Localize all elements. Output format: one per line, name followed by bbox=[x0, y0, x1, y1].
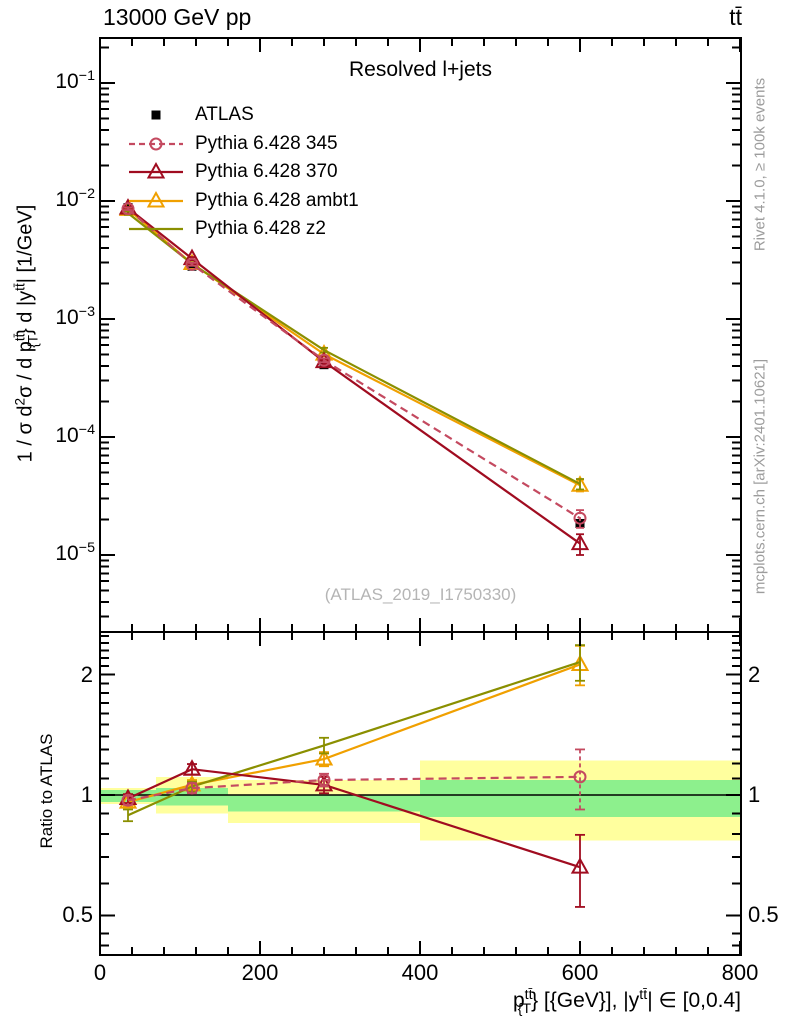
data-point-circle bbox=[121, 202, 135, 216]
data-point-triangle bbox=[314, 351, 334, 369]
legend-label: ATLAS bbox=[195, 104, 254, 126]
axis-label-part: tt̄ bbox=[639, 987, 648, 1004]
legend-label: Pythia 6.428 345 bbox=[195, 132, 338, 154]
data-point-square bbox=[151, 110, 161, 120]
data-point-triangle bbox=[570, 857, 590, 874]
series-line bbox=[127, 775, 581, 802]
series-pythia-6-428-345 bbox=[121, 202, 587, 529]
legend-swatch-icon bbox=[129, 190, 183, 208]
legend-item-pythia-6-428-370: Pythia 6.428 370 bbox=[127, 158, 359, 187]
axis-label-part: } [{GeV}], |y bbox=[531, 989, 640, 1012]
axis-label-part: {T bbox=[517, 1001, 532, 1018]
legend-swatch-icon bbox=[129, 137, 183, 151]
ratio-series-pythia-6-428-z2 bbox=[123, 644, 585, 823]
uncertainty-bands bbox=[100, 760, 740, 841]
y-tick-label: 10−1 bbox=[55, 68, 95, 93]
data-point-triangle bbox=[146, 162, 166, 179]
legend-item-atlas: ATLAS bbox=[127, 101, 359, 130]
series-line bbox=[127, 207, 581, 520]
series-line bbox=[127, 660, 581, 817]
legend-swatch-icon bbox=[151, 110, 161, 120]
ratio-series-pythia-6-428-345 bbox=[121, 748, 587, 811]
axis-label-part: σ / d p bbox=[14, 341, 37, 398]
data-point-circle bbox=[185, 781, 199, 795]
header-beam-energy: 13000 GeV pp bbox=[103, 4, 252, 30]
legend-item-pythia-6-428-ambt1: Pythia 6.428 ambt1 bbox=[127, 187, 359, 216]
main-y-axis-label: 1 / σ d2σ / d ptt̄{T} d |ytt̄| [1/GeV] bbox=[12, 37, 41, 631]
legend-swatch-icon bbox=[129, 162, 183, 179]
axis-label-part: } d |y bbox=[14, 290, 37, 335]
x-tick-label: 400 bbox=[401, 960, 439, 985]
legend-item-pythia-6-428-345: Pythia 6.428 345 bbox=[127, 130, 359, 159]
data-point-circle bbox=[573, 511, 587, 525]
header-process: tt̄ bbox=[729, 4, 742, 30]
legend-label: Pythia 6.428 ambt1 bbox=[195, 189, 359, 211]
y-tick-label: 10−4 bbox=[55, 422, 95, 447]
series-line bbox=[127, 208, 581, 487]
legend-label: Pythia 6.428 z2 bbox=[195, 218, 326, 240]
ratio-tick-label-right: 2 bbox=[748, 661, 761, 687]
ratio-tick-label-right: 1 bbox=[748, 782, 761, 807]
x-tick-label: 0 bbox=[93, 960, 107, 985]
ratio-tick-label-left: 1 bbox=[80, 782, 93, 807]
legend-swatch-icon bbox=[129, 228, 183, 231]
series-pythia-6-428-370 bbox=[118, 198, 590, 556]
plot-title: Resolved l+jets bbox=[349, 58, 492, 81]
y-tick-label: 10−3 bbox=[55, 304, 95, 329]
data-point-triangle bbox=[570, 533, 590, 551]
data-point-triangle bbox=[182, 759, 202, 776]
green-uncertainty-band bbox=[228, 795, 420, 812]
axis-label-part: {T bbox=[25, 334, 41, 348]
ratio-tick-label-right: 0.5 bbox=[748, 902, 779, 928]
legend-label: Pythia 6.428 370 bbox=[195, 161, 338, 183]
data-point-circle bbox=[317, 353, 331, 367]
axis-label-part: 1 / σ d bbox=[14, 405, 37, 463]
y-tick-label: 10−2 bbox=[55, 186, 95, 211]
x-axis-label: ptt̄{T} [{GeV}], |ytt̄| ∈ [0,0.4] bbox=[512, 987, 741, 1017]
axis-label-part: p bbox=[512, 989, 525, 1012]
data-point-circle bbox=[121, 793, 135, 807]
axis-label-part: tt̄ bbox=[12, 283, 28, 291]
legend: ATLAS Pythia 6.428 345 Pythia 6.428 370 Pyt… bbox=[127, 101, 359, 244]
rivet-version-note: Rivet 4.1.0, ≥ 100k events bbox=[751, 77, 769, 252]
legend-item-pythia-6-428-z2: Pythia 6.428 z2 bbox=[127, 215, 359, 244]
x-tick-label: 800 bbox=[721, 960, 759, 985]
axis-label-part: 2 bbox=[12, 397, 28, 406]
axis-label-part: | [1/GeV] bbox=[14, 204, 37, 284]
data-point-triangle bbox=[314, 748, 334, 766]
axis-label-part: tt̄ bbox=[524, 987, 533, 1004]
data-point-triangle bbox=[570, 475, 590, 492]
series-line bbox=[127, 768, 581, 869]
mcplots-arxiv-note: mcplots.cern.ch [arXiv:2401.10621] bbox=[751, 358, 769, 595]
data-point-triangle bbox=[118, 792, 138, 809]
axis-ticks bbox=[99, 39, 741, 954]
y-tick-label: 10−5 bbox=[55, 540, 95, 565]
series-line bbox=[127, 207, 581, 545]
data-point-circle bbox=[185, 257, 199, 271]
data-point-circle bbox=[149, 137, 163, 151]
ratio-tick-label-left: 2 bbox=[80, 661, 93, 687]
series-line bbox=[127, 212, 581, 485]
ratio-panel-border bbox=[99, 631, 742, 956]
series-pythia-6-428-ambt1 bbox=[118, 199, 590, 493]
x-tick-label: 200 bbox=[241, 960, 279, 985]
x-tick-label: 600 bbox=[561, 960, 599, 985]
analysis-watermark: (ATLAS_2019_I1750330) bbox=[324, 585, 517, 604]
ratio-tick-label-left: 0.5 bbox=[62, 902, 93, 928]
data-point-circle bbox=[317, 773, 331, 787]
axis-label-part: | ∈ [0,0.4] bbox=[647, 989, 741, 1012]
data-point-triangle bbox=[146, 190, 166, 208]
data-point-circle bbox=[573, 770, 587, 784]
